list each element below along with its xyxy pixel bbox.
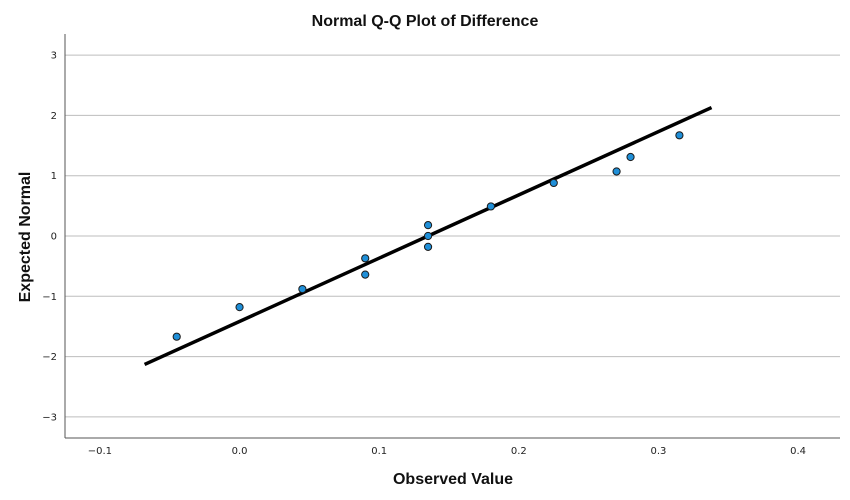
data-point	[626, 152, 635, 162]
data-point	[361, 254, 370, 263]
x-tick-label: 0.0	[232, 446, 248, 457]
y-tick-label: −2	[42, 352, 57, 363]
data-point	[549, 178, 558, 188]
data-point	[423, 231, 433, 241]
y-tick-label: 3	[51, 51, 57, 62]
y-tick-label: 2	[51, 111, 57, 122]
data-point	[298, 284, 307, 294]
data-point	[612, 167, 621, 176]
x-tick-label: 0.3	[651, 446, 667, 457]
x-tick-label: 0.1	[371, 446, 387, 457]
data-points	[172, 131, 684, 341]
y-tick-label: 0	[51, 232, 57, 243]
y-tick-label: 1	[51, 171, 57, 182]
data-point	[361, 270, 370, 279]
x-tick-label: 0.2	[511, 446, 527, 457]
data-point	[423, 242, 433, 251]
grid-lines	[65, 54, 840, 418]
data-point	[235, 303, 244, 312]
y-tick-label: −3	[42, 412, 57, 423]
axes	[64, 34, 840, 439]
x-tick-label: −0.1	[88, 446, 112, 457]
x-axis-label: Observed Value	[393, 471, 513, 488]
data-point	[172, 332, 181, 341]
data-point	[423, 221, 433, 230]
data-point	[486, 202, 496, 211]
data-point	[675, 131, 684, 140]
y-tick-label: −1	[42, 292, 57, 303]
tick-labels: −3 −2 −1 0 1 2 3 −0.1 0.0 0.1 0.2 0.3 0.4	[42, 51, 806, 457]
chart-title: Normal Q-Q Plot of Difference	[312, 13, 539, 30]
y-axis-label: Expected Normal	[17, 172, 34, 303]
x-tick-label: 0.4	[790, 446, 806, 457]
